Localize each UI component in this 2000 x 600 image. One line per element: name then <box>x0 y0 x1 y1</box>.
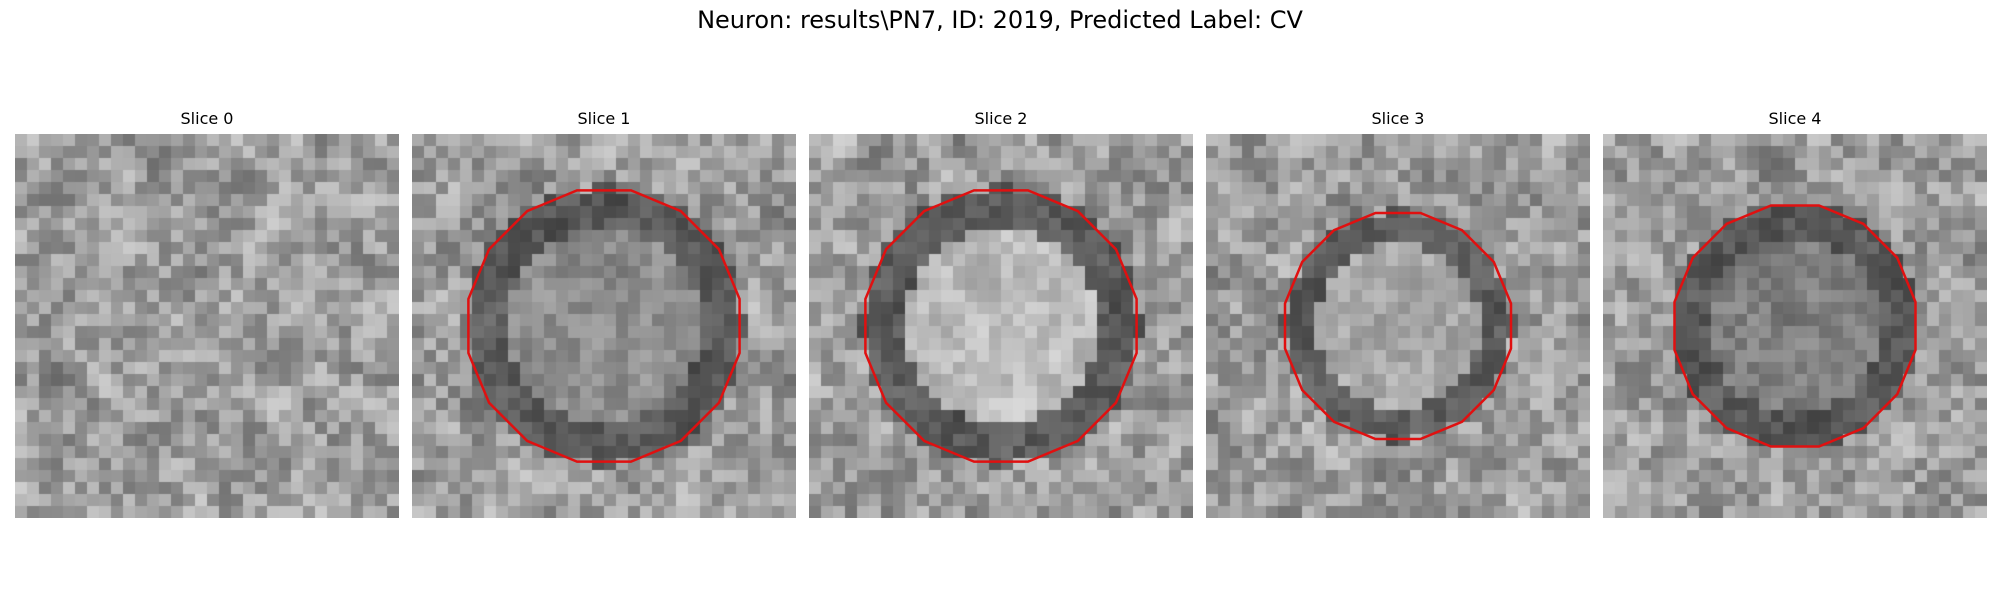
panel-title: Slice 1 <box>577 109 631 128</box>
contour-polygon <box>467 189 741 463</box>
slice-image <box>1603 134 1987 518</box>
slice-image-wrap <box>1206 134 1590 518</box>
slice-image <box>15 134 399 518</box>
panel-slice-0: Slice 0 <box>15 108 399 518</box>
panel-title: Slice 4 <box>1768 109 1822 128</box>
panel-title: Slice 3 <box>1371 109 1425 128</box>
slice-image-wrap <box>15 134 399 518</box>
contour-overlay <box>1673 204 1917 448</box>
panel-slice-3: Slice 3 <box>1206 108 1590 518</box>
contour-overlay <box>1283 211 1513 441</box>
panel-slice-4: Slice 4 <box>1603 108 1987 518</box>
panel-slice-2: Slice 2 <box>809 108 1193 518</box>
panel-slice-1: Slice 1 <box>412 108 796 518</box>
slice-image <box>1206 134 1590 518</box>
contour-overlay <box>864 189 1138 463</box>
contour-polygon <box>1673 204 1917 448</box>
contour-overlay <box>15 134 399 518</box>
slice-image-wrap <box>809 134 1193 518</box>
panel-title: Slice 0 <box>180 109 234 128</box>
slice-image <box>412 134 796 518</box>
slice-image-wrap <box>412 134 796 518</box>
contour-overlay <box>467 189 741 463</box>
slice-image <box>809 134 1193 518</box>
slice-image-wrap <box>1603 134 1987 518</box>
panel-title: Slice 2 <box>974 109 1028 128</box>
contour-polygon <box>1283 211 1513 441</box>
contour-polygon <box>864 189 1138 463</box>
figure-title: Neuron: results\PN7, ID: 2019, Predicted… <box>697 6 1303 34</box>
